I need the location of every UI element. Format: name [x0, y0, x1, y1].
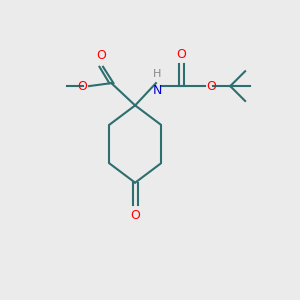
- Text: O: O: [96, 49, 106, 62]
- Text: O: O: [206, 80, 216, 93]
- Text: O: O: [77, 80, 87, 93]
- Text: N: N: [153, 84, 162, 97]
- Text: O: O: [176, 48, 186, 61]
- Text: O: O: [130, 209, 140, 222]
- Text: H: H: [153, 69, 162, 79]
